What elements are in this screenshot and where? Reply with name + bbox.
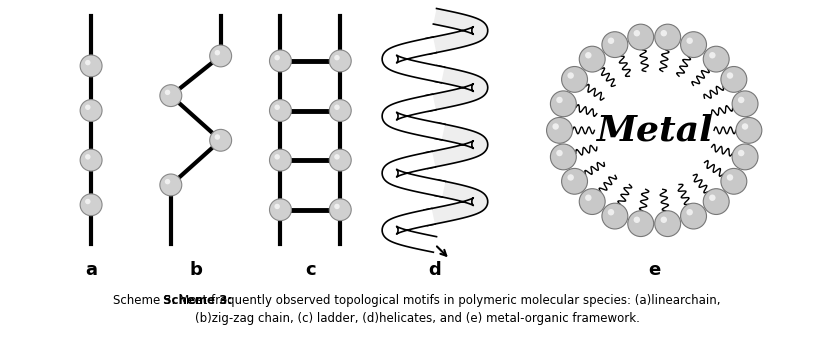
- Circle shape: [686, 38, 693, 44]
- Circle shape: [274, 204, 280, 209]
- Circle shape: [160, 174, 182, 196]
- Circle shape: [738, 150, 745, 156]
- Circle shape: [736, 118, 761, 143]
- Text: d: d: [429, 261, 441, 279]
- Circle shape: [269, 100, 291, 121]
- Polygon shape: [425, 8, 488, 54]
- Circle shape: [334, 55, 339, 60]
- Circle shape: [608, 38, 614, 44]
- Text: Scheme 3:: Scheme 3:: [163, 294, 232, 307]
- Circle shape: [85, 105, 91, 110]
- Polygon shape: [425, 180, 488, 226]
- Circle shape: [561, 168, 587, 194]
- Circle shape: [741, 123, 748, 130]
- Circle shape: [269, 199, 291, 221]
- Circle shape: [160, 85, 182, 107]
- Circle shape: [585, 194, 591, 201]
- Circle shape: [732, 91, 758, 117]
- Circle shape: [334, 154, 339, 160]
- Circle shape: [85, 199, 91, 204]
- Circle shape: [334, 204, 339, 209]
- Circle shape: [556, 150, 563, 156]
- Circle shape: [732, 144, 758, 170]
- Circle shape: [550, 91, 576, 117]
- Circle shape: [552, 123, 559, 130]
- Polygon shape: [382, 37, 445, 83]
- Circle shape: [329, 50, 351, 72]
- Circle shape: [274, 154, 280, 160]
- Text: a: a: [85, 261, 97, 279]
- Circle shape: [329, 100, 351, 121]
- Circle shape: [602, 203, 628, 229]
- Circle shape: [85, 60, 91, 65]
- Circle shape: [602, 32, 628, 58]
- Circle shape: [550, 144, 576, 170]
- Circle shape: [269, 50, 291, 72]
- Circle shape: [274, 105, 280, 110]
- Circle shape: [80, 100, 102, 121]
- Circle shape: [85, 154, 91, 160]
- Text: Metal: Metal: [595, 113, 712, 147]
- Circle shape: [334, 105, 339, 110]
- Circle shape: [80, 149, 102, 171]
- Polygon shape: [425, 123, 488, 168]
- Circle shape: [661, 30, 667, 37]
- Circle shape: [561, 66, 587, 92]
- Circle shape: [165, 179, 170, 184]
- Circle shape: [80, 194, 102, 216]
- Circle shape: [329, 199, 351, 221]
- Text: e: e: [648, 261, 661, 279]
- Circle shape: [580, 189, 605, 214]
- Circle shape: [567, 174, 574, 181]
- Circle shape: [209, 130, 232, 151]
- Polygon shape: [382, 208, 436, 252]
- Circle shape: [608, 209, 614, 216]
- Text: c: c: [305, 261, 315, 279]
- Circle shape: [628, 24, 654, 50]
- Polygon shape: [382, 94, 445, 140]
- Circle shape: [681, 32, 706, 58]
- Circle shape: [655, 211, 681, 237]
- Circle shape: [556, 97, 563, 103]
- Text: b: b: [189, 261, 202, 279]
- Circle shape: [329, 149, 351, 171]
- Circle shape: [709, 194, 716, 201]
- Circle shape: [585, 52, 591, 59]
- Circle shape: [703, 189, 729, 214]
- Circle shape: [738, 97, 745, 103]
- Circle shape: [165, 90, 170, 95]
- Polygon shape: [382, 151, 445, 197]
- Circle shape: [721, 66, 746, 92]
- Circle shape: [655, 24, 681, 50]
- Circle shape: [634, 30, 640, 37]
- Circle shape: [546, 118, 572, 143]
- Circle shape: [567, 72, 574, 79]
- Circle shape: [274, 55, 280, 60]
- Circle shape: [580, 46, 605, 72]
- Circle shape: [721, 168, 746, 194]
- Circle shape: [269, 149, 291, 171]
- Circle shape: [214, 134, 220, 140]
- Circle shape: [214, 50, 220, 55]
- Circle shape: [703, 46, 729, 72]
- Circle shape: [634, 217, 640, 223]
- Circle shape: [681, 203, 706, 229]
- Circle shape: [686, 209, 693, 216]
- Circle shape: [628, 211, 654, 237]
- Polygon shape: [425, 66, 488, 111]
- Circle shape: [661, 217, 667, 223]
- Text: Scheme 3: Most frequently observed topological motifs in polymeric molecular spe: Scheme 3: Most frequently observed topol…: [113, 294, 721, 307]
- Circle shape: [80, 55, 102, 77]
- Text: (b)zig-zag chain, (c) ladder, (d)helicates, and (e) metal-organic framework.: (b)zig-zag chain, (c) ladder, (d)helicat…: [194, 312, 640, 325]
- Circle shape: [209, 45, 232, 67]
- Circle shape: [709, 52, 716, 59]
- Circle shape: [726, 72, 733, 79]
- Circle shape: [726, 174, 733, 181]
